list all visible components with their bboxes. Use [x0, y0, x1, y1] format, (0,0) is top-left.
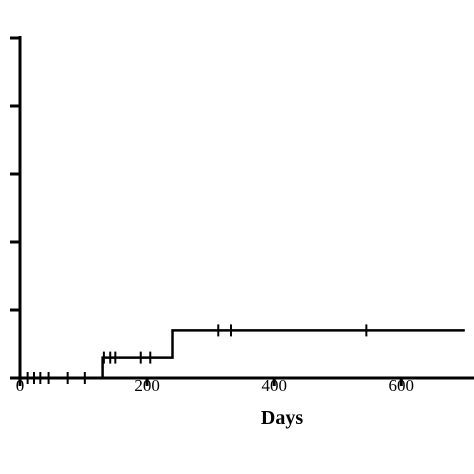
x-tick-label-0: 0 [16, 376, 25, 395]
x-tick-label-400: 400 [261, 376, 287, 395]
x-tick-label-200: 200 [134, 376, 160, 395]
y-axis [10, 36, 22, 380]
x-tick-label-600: 600 [389, 376, 415, 395]
x-axis-title: Days [261, 407, 303, 429]
series-0-line [20, 329, 465, 380]
series-plot [20, 324, 465, 384]
